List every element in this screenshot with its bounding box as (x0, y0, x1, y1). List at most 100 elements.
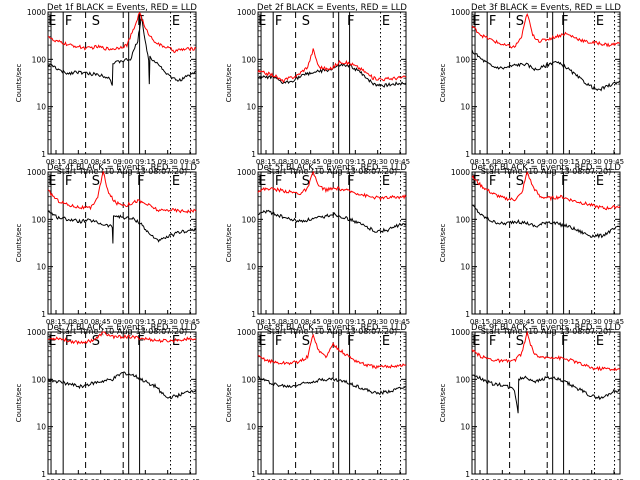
x-tick-label: 09:00 (323, 158, 343, 166)
x-tick-label: 08:45 (91, 158, 111, 166)
y-tick-label: 10 (36, 263, 46, 272)
x-tick-label: 08:30 (278, 478, 298, 480)
series-line-lld (48, 11, 197, 54)
x-tick-label: 09:00 (113, 158, 133, 166)
region-letter: F (489, 174, 496, 189)
y-tick-label: 1 (41, 310, 46, 319)
series-line-events (471, 204, 621, 239)
region-letter: F (65, 14, 72, 29)
x-tick-label: 08:45 (301, 478, 321, 480)
x-tick-label: 09:30 (582, 158, 602, 166)
x-tick-label: 09:45 (604, 158, 624, 166)
chart-title: Det 7f BLACK = Events, RED = LLD (47, 323, 197, 333)
x-tick-label: 08:45 (91, 318, 111, 326)
y-tick-label: 1 (251, 470, 256, 479)
x-tick-label: 08:30 (68, 478, 88, 480)
x-tick-label: 09:45 (180, 478, 200, 480)
x-tick-label: 09:15 (559, 318, 579, 326)
y-tick-label: 100 (32, 215, 47, 224)
x-tick-label: 09:00 (537, 318, 557, 326)
x-tick-label: 09:30 (582, 318, 602, 326)
x-tick-label: 08:30 (278, 158, 298, 166)
y-tick-label: 10 (460, 103, 470, 112)
chart-title: Det 8f BLACK = Events, RED = LLD (257, 323, 407, 333)
x-tick-label: 08:45 (515, 318, 535, 326)
panel-det-7: Det 7f BLACK = Events, RED = LLD 1 10 100 10… (15, 323, 200, 480)
region-letter: E (596, 14, 604, 29)
region-letter: E (382, 14, 390, 29)
series-line-events (47, 16, 197, 86)
y-tick-label: 10 (460, 263, 470, 272)
series-line-lld (257, 333, 407, 370)
region-letter: E (596, 334, 604, 349)
y-tick-label: 1000 (451, 168, 470, 177)
y-tick-label: 1 (465, 470, 470, 479)
y-axis-label: Counts/sec (225, 224, 233, 263)
y-tick-label: 1000 (237, 328, 256, 337)
region-letter: E (382, 174, 390, 189)
x-tick-label: 08:30 (278, 318, 298, 326)
y-tick-label: 1000 (27, 328, 46, 337)
region-letter: F (561, 334, 568, 349)
region-letter: E (258, 334, 266, 349)
x-tick-label: 09:30 (368, 478, 388, 480)
x-tick-label: 09:15 (345, 478, 365, 480)
panel-det-5: Det 5f BLACK = Events, RED = LLD 1 10 100 10… (225, 163, 410, 336)
x-tick-label: 08:15 (46, 478, 66, 480)
series-line-lld (257, 170, 407, 201)
series-line-lld (257, 48, 407, 84)
x-tick-label: 08:15 (470, 318, 490, 326)
y-axis-label: Counts/sec (225, 384, 233, 423)
region-letter: E (48, 14, 56, 29)
x-tick-label: 09:30 (368, 318, 388, 326)
plot-frame (257, 331, 407, 475)
panel-det-6: Det 6f BLACK = Events, RED = LLD 1 10 100 10… (439, 163, 624, 336)
region-letter: E (172, 174, 180, 189)
region-letter: E (172, 334, 180, 349)
x-tick-label: 09:00 (113, 478, 133, 480)
x-tick-label: 09:30 (582, 478, 602, 480)
x-tick-label: 08:45 (301, 318, 321, 326)
panel-det-8: Det 8f BLACK = Events, RED = LLD 1 10 100 10… (225, 323, 410, 480)
y-tick-label: 1 (465, 310, 470, 319)
y-tick-label: 1000 (27, 168, 46, 177)
region-letter: E (48, 174, 56, 189)
y-tick-label: 100 (456, 215, 471, 224)
x-tick-label: 09:15 (559, 158, 579, 166)
y-axis-label: Counts/sec (15, 64, 23, 103)
region-letter: F (561, 14, 568, 29)
x-tick-label: 09:00 (537, 158, 557, 166)
region-letter: E (382, 334, 390, 349)
y-tick-label: 10 (246, 263, 256, 272)
plot-frame (47, 171, 197, 315)
plot-frame (47, 11, 197, 155)
y-axis-label: Counts/sec (15, 384, 23, 423)
chart-title: Det 1f BLACK = Events, RED = LLD (47, 3, 197, 13)
panel-det-9: Det 9f BLACK = Events, RED = LLD 1 10 100 10… (439, 323, 624, 480)
region-letter: F (137, 174, 144, 189)
series-line-events (471, 49, 621, 92)
x-tick-label: 09:15 (135, 318, 155, 326)
chart-title: Det 2f BLACK = Events, RED = LLD (257, 3, 407, 13)
y-tick-label: 1 (41, 150, 46, 159)
region-letter: F (137, 334, 144, 349)
series-line-lld (471, 330, 621, 372)
panel-det-2: Det 2f BLACK = Events, RED = LLD 1 10 100 10… (225, 3, 410, 176)
x-tick-label: 08:15 (46, 318, 66, 326)
x-tick-label: 08:45 (515, 158, 535, 166)
region-letter: S (302, 174, 310, 189)
y-tick-label: 100 (32, 55, 47, 64)
y-tick-label: 1 (465, 150, 470, 159)
x-tick-label: 08:45 (515, 478, 535, 480)
x-tick-label: 08:45 (301, 158, 321, 166)
x-tick-label: 08:15 (256, 478, 276, 480)
y-axis-label: Counts/sec (15, 224, 23, 263)
region-letter: E (472, 14, 480, 29)
x-tick-label: 09:45 (390, 318, 410, 326)
region-letter: F (347, 14, 354, 29)
region-letter: S (92, 174, 100, 189)
y-tick-label: 100 (456, 55, 471, 64)
plot-frame (471, 11, 621, 155)
y-tick-label: 1000 (237, 8, 256, 17)
